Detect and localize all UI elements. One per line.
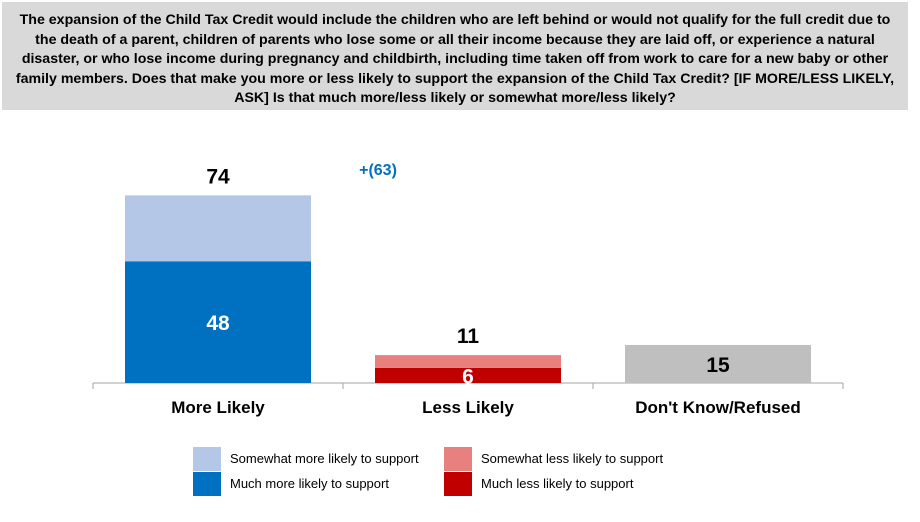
data-label: 15 [706, 354, 730, 377]
legend-swatch-somewhat-more [193, 447, 221, 471]
data-label: 6 [462, 365, 474, 388]
legend-label: Much less likely to support [481, 476, 634, 491]
legend-label: Somewhat more likely to support [230, 451, 419, 466]
legend-swatch-somewhat-less [444, 447, 472, 471]
net-annotation: +(63) [359, 162, 397, 179]
legend-swatch-much-more [193, 472, 221, 496]
bar-segment-somewhat-less [375, 355, 561, 368]
bar-segment-much-more [125, 261, 311, 383]
legend-label: Somewhat less likely to support [481, 451, 663, 466]
total-label: 74 [206, 165, 230, 188]
bar-segment-much-less [375, 367, 561, 383]
bar-segment-somewhat-more [125, 195, 311, 262]
category-label: Don't Know/Refused [635, 398, 801, 417]
question-text: The expansion of the Child Tax Credit wo… [2, 2, 908, 110]
total-label: 11 [457, 325, 480, 348]
category-label: Less Likely [422, 398, 514, 417]
bar-segment-dont-know [625, 344, 811, 383]
category-label: More Likely [171, 398, 265, 417]
data-label: 48 [206, 312, 230, 335]
legend-swatch-much-less [444, 472, 472, 496]
legend-label: Much more likely to support [230, 476, 389, 491]
